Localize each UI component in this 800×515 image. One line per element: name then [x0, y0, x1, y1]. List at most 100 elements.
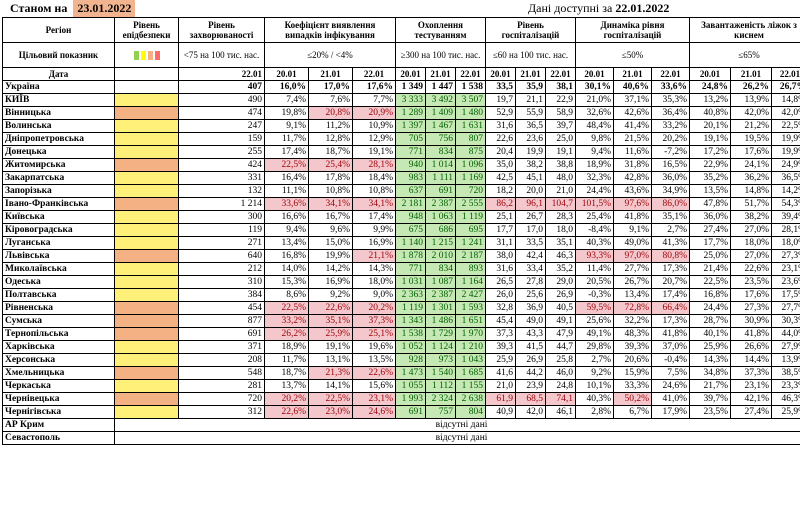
detection-value: 20,9% [352, 106, 396, 120]
region-name: Вінницька [2, 106, 115, 120]
testing-value: 1 970 [455, 327, 486, 341]
testing-value: 691 [425, 184, 456, 198]
readiness-cell [114, 210, 179, 224]
hosp-value: 37,3 [485, 327, 516, 341]
hosp-dyn-value: 17,9% [651, 405, 691, 419]
detection-value: 25,4% [308, 158, 353, 172]
hosp-dyn-value: 24,6% [651, 379, 691, 393]
detection-value: 37,3% [352, 314, 396, 328]
target-hosp: ≤60 на 100 тис. нас. [484, 42, 577, 68]
col-readiness: Рівень епідбезпеки [114, 17, 179, 43]
hosp-value: 46,1 [544, 405, 577, 419]
testing-value: 3 492 [425, 93, 456, 107]
oxygen-value: 51,7% [730, 197, 773, 211]
oxygen-value: 13,5% [689, 184, 732, 198]
region-name: Тернопільська [2, 327, 115, 341]
testing-value: 686 [425, 223, 456, 237]
testing-value: 1 538 [455, 80, 486, 94]
hosp-dyn-value: 42,8% [613, 171, 653, 185]
oxygen-value: 27,4% [730, 405, 773, 419]
testing-value: 1 301 [425, 301, 456, 315]
testing-value: 804 [455, 405, 486, 419]
testing-value: 771 [395, 145, 426, 159]
date-label: Дата [2, 67, 115, 81]
readiness-cell [114, 405, 179, 419]
detection-value: 22,6% [264, 405, 309, 419]
region-name: Чернігівська [2, 405, 115, 419]
region-name: Чернівецька [2, 392, 115, 406]
detection-value: 10,8% [308, 184, 353, 198]
testing-value: 675 [395, 223, 426, 237]
oxygen-value: 22,5% [689, 275, 732, 289]
detection-value: 35,1% [308, 314, 353, 328]
oxygen-value: 19,9% [771, 145, 800, 159]
hosp-dyn-value: 35,1% [651, 210, 691, 224]
testing-value: 1 210 [455, 340, 486, 354]
testing-value: 1 729 [425, 327, 456, 341]
oxygen-value: 38,5% [771, 366, 800, 380]
hosp-dyn-value: 80,8% [651, 249, 691, 263]
detection-value: 33,2% [264, 314, 309, 328]
readiness-cell [114, 197, 179, 211]
hosp-dyn-value: 29,8% [575, 340, 615, 354]
date-tst-1: 20.01 [395, 67, 426, 81]
hosp-dyn-value: 25,4% [575, 210, 615, 224]
hosp-dyn-value: 6,7% [613, 405, 653, 419]
hosp-value: 25,6 [515, 288, 546, 302]
incidence-value: 877 [178, 314, 265, 328]
table-row: Миколаївська 212 14,0% 14,2% 14,3% 771 834 893 3… [2, 262, 800, 276]
hosp-dyn-value: 25,6% [575, 314, 615, 328]
testing-value: 2 387 [425, 197, 456, 211]
date-hos-2: 21.01 [515, 67, 546, 81]
hosp-value: 17,0 [515, 223, 546, 237]
table-row: Івано-Франківська 1 214 33,6% 34,1% 34,1% 2 1… [2, 197, 800, 211]
hosp-value: 19,7 [485, 93, 516, 107]
hosp-dyn-value: -8,4% [575, 223, 615, 237]
testing-value: 1 397 [395, 119, 426, 133]
detection-value: 12,9% [352, 132, 396, 146]
detection-value: 25,1% [352, 327, 396, 341]
hosp-value: 47,9 [544, 327, 577, 341]
detection-value: 16,8% [264, 249, 309, 263]
table-row: Волинська 247 9,1% 11,2% 10,9% 1 397 1 467 1 63… [2, 119, 800, 133]
region-name: КИЇВ [2, 93, 115, 107]
date-oxy-1: 20.01 [689, 67, 732, 81]
hosp-dyn-value: 7,5% [651, 366, 691, 380]
region-name: Одеська [2, 275, 115, 289]
hosp-dyn-value: 9,2% [575, 366, 615, 380]
oxygen-value: 14,4% [730, 353, 773, 367]
table-row: Сумська 877 33,2% 35,1% 37,3% 1 343 1 486 1 651… [2, 314, 800, 328]
detection-value: 17,4% [264, 145, 309, 159]
readiness-cell [114, 93, 179, 107]
detection-value: 11,1% [264, 184, 309, 198]
hosp-dyn-value: 40,6% [613, 80, 653, 94]
readiness-cell [114, 353, 179, 367]
detection-value: 18,4% [352, 171, 396, 185]
epidemic-table: Регіон Рівень епідбезпеки Рівень захворю… [2, 17, 800, 445]
table-row: КИЇВ 490 7,4% 7,6% 7,7% 3 333 3 492 3 507 19,7 21… [2, 93, 800, 107]
testing-value: 1 486 [425, 314, 456, 328]
detection-value: 22,6% [308, 301, 353, 315]
col-detection: Коефіцієнт виявлення випадків інфікуванн… [264, 17, 396, 43]
detection-value: 18,7% [264, 366, 309, 380]
detection-value: 18,0% [352, 275, 396, 289]
oxygen-value: 23,5% [730, 275, 773, 289]
hosp-dyn-value: 40,3% [575, 236, 615, 250]
hosp-value: 25,8 [544, 353, 577, 367]
hosp-value: 40,9 [485, 405, 516, 419]
detection-value: 19,9% [308, 249, 353, 263]
hosp-value: 29,0 [544, 275, 577, 289]
incidence-value: 490 [178, 93, 265, 107]
detection-value: 15,3% [264, 275, 309, 289]
oxygen-value: 14,8% [771, 93, 800, 107]
hosp-value: 55,9 [515, 106, 546, 120]
oxygen-value: 44,0% [771, 327, 800, 341]
as-of-label: Станом на [10, 1, 68, 15]
incidence-value: 640 [178, 249, 265, 263]
hosp-dyn-value: 86,0% [651, 197, 691, 211]
col-region: Регіон [2, 17, 115, 43]
detection-value: 16,7% [308, 210, 353, 224]
hosp-dyn-value: 11,6% [613, 145, 653, 159]
testing-value: 1 031 [395, 275, 426, 289]
detection-value: 9,1% [264, 119, 309, 133]
